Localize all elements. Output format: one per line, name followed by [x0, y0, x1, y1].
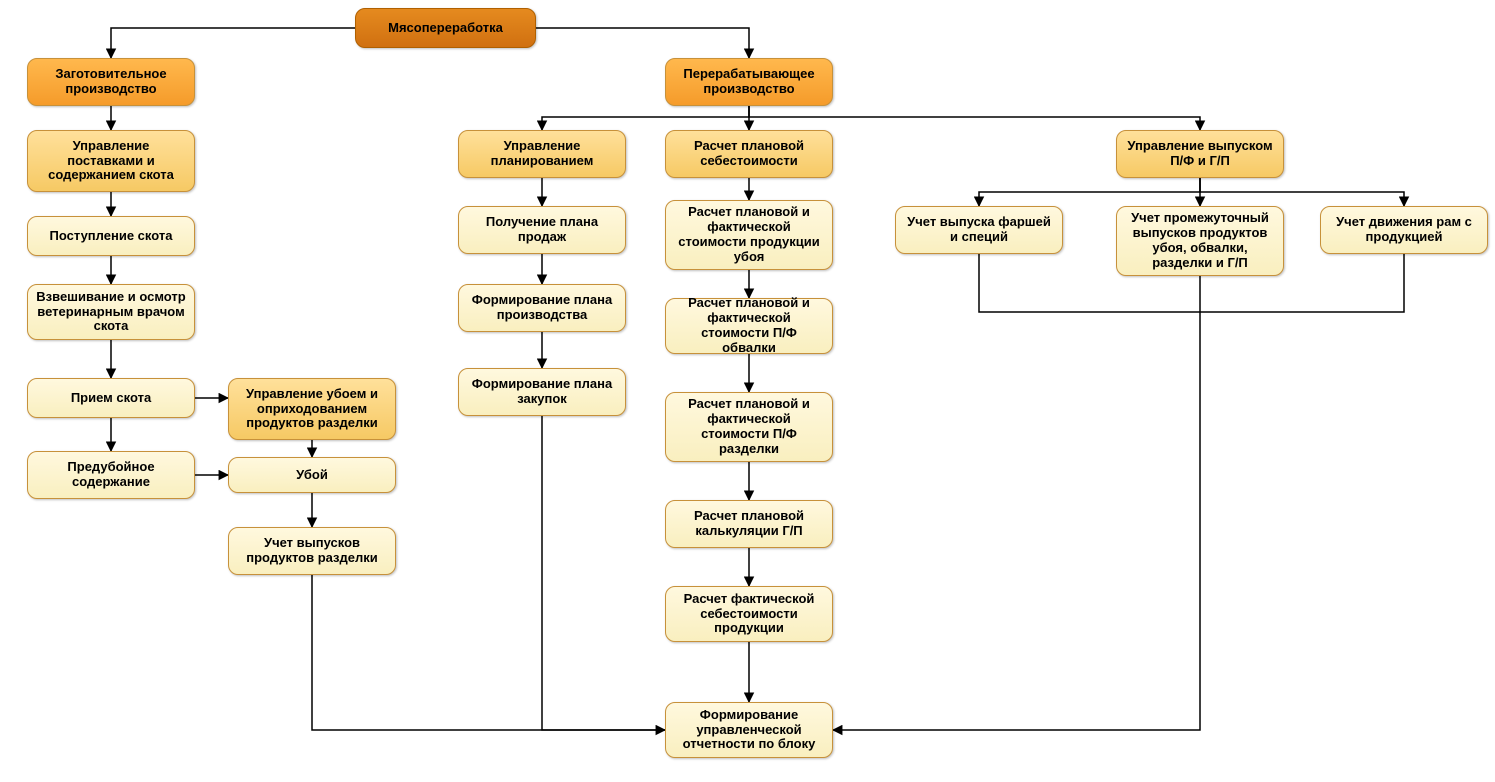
node-h5: Управление выпуском П/Ф и Г/П [1116, 130, 1284, 178]
edge-root-s1 [111, 28, 355, 58]
node-n7: Получение плана продаж [458, 206, 626, 254]
node-n12: Расчет плановой и фактической стоимости … [665, 392, 833, 462]
node-n18: Учет движения рам с продукцией [1320, 206, 1488, 254]
node-n16: Учет выпуска фаршей и специй [895, 206, 1063, 254]
node-h4: Расчет плановой себестоимости [665, 130, 833, 178]
edge-root-s2 [536, 28, 749, 58]
node-n3: Прием скота [27, 378, 195, 418]
flowchart-canvas: { "diagram": { "type": "flowchart", "can… [0, 0, 1495, 782]
node-root: Мясопереработка [355, 8, 536, 48]
edge-s2-h5 [749, 106, 1200, 130]
node-n10: Расчет плановой и фактической стоимости … [665, 200, 833, 270]
node-n1: Поступление скота [27, 216, 195, 256]
node-n9: Формирование плана закупок [458, 368, 626, 416]
node-n6: Учет выпусков продуктов разделки [228, 527, 396, 575]
node-n15: Формирование управленческой отчетности п… [665, 702, 833, 758]
node-n4: Предубойное содержание [27, 451, 195, 499]
node-s1: Заготовительное производство [27, 58, 195, 106]
node-n11: Расчет плановой и фактической стоимости … [665, 298, 833, 354]
node-n8: Формирование плана производства [458, 284, 626, 332]
node-n13: Расчет плановой калькуляции Г/П [665, 500, 833, 548]
node-n5: Убой [228, 457, 396, 493]
node-n17: Учет промежуточный выпусков продуктов уб… [1116, 206, 1284, 276]
node-h1: Управление поставками и содержанием скот… [27, 130, 195, 192]
edge-s2-h3 [542, 106, 749, 130]
node-n2: Взвешивание и осмотр ветеринарным врачом… [27, 284, 195, 340]
node-h3: Управление планированием [458, 130, 626, 178]
edge-n6-n15l [312, 575, 665, 730]
edge-h5-n16 [979, 178, 1200, 206]
edge-n9-n15l2 [542, 416, 665, 730]
edge-h5-n18 [1200, 178, 1404, 206]
node-n14: Расчет фактической себестоимости продукц… [665, 586, 833, 642]
node-h2: Управление убоем и оприходованием продук… [228, 378, 396, 440]
edges-layer [0, 0, 1495, 782]
node-s2: Перерабатывающее производство [665, 58, 833, 106]
edge-join-n15r [833, 312, 1200, 730]
